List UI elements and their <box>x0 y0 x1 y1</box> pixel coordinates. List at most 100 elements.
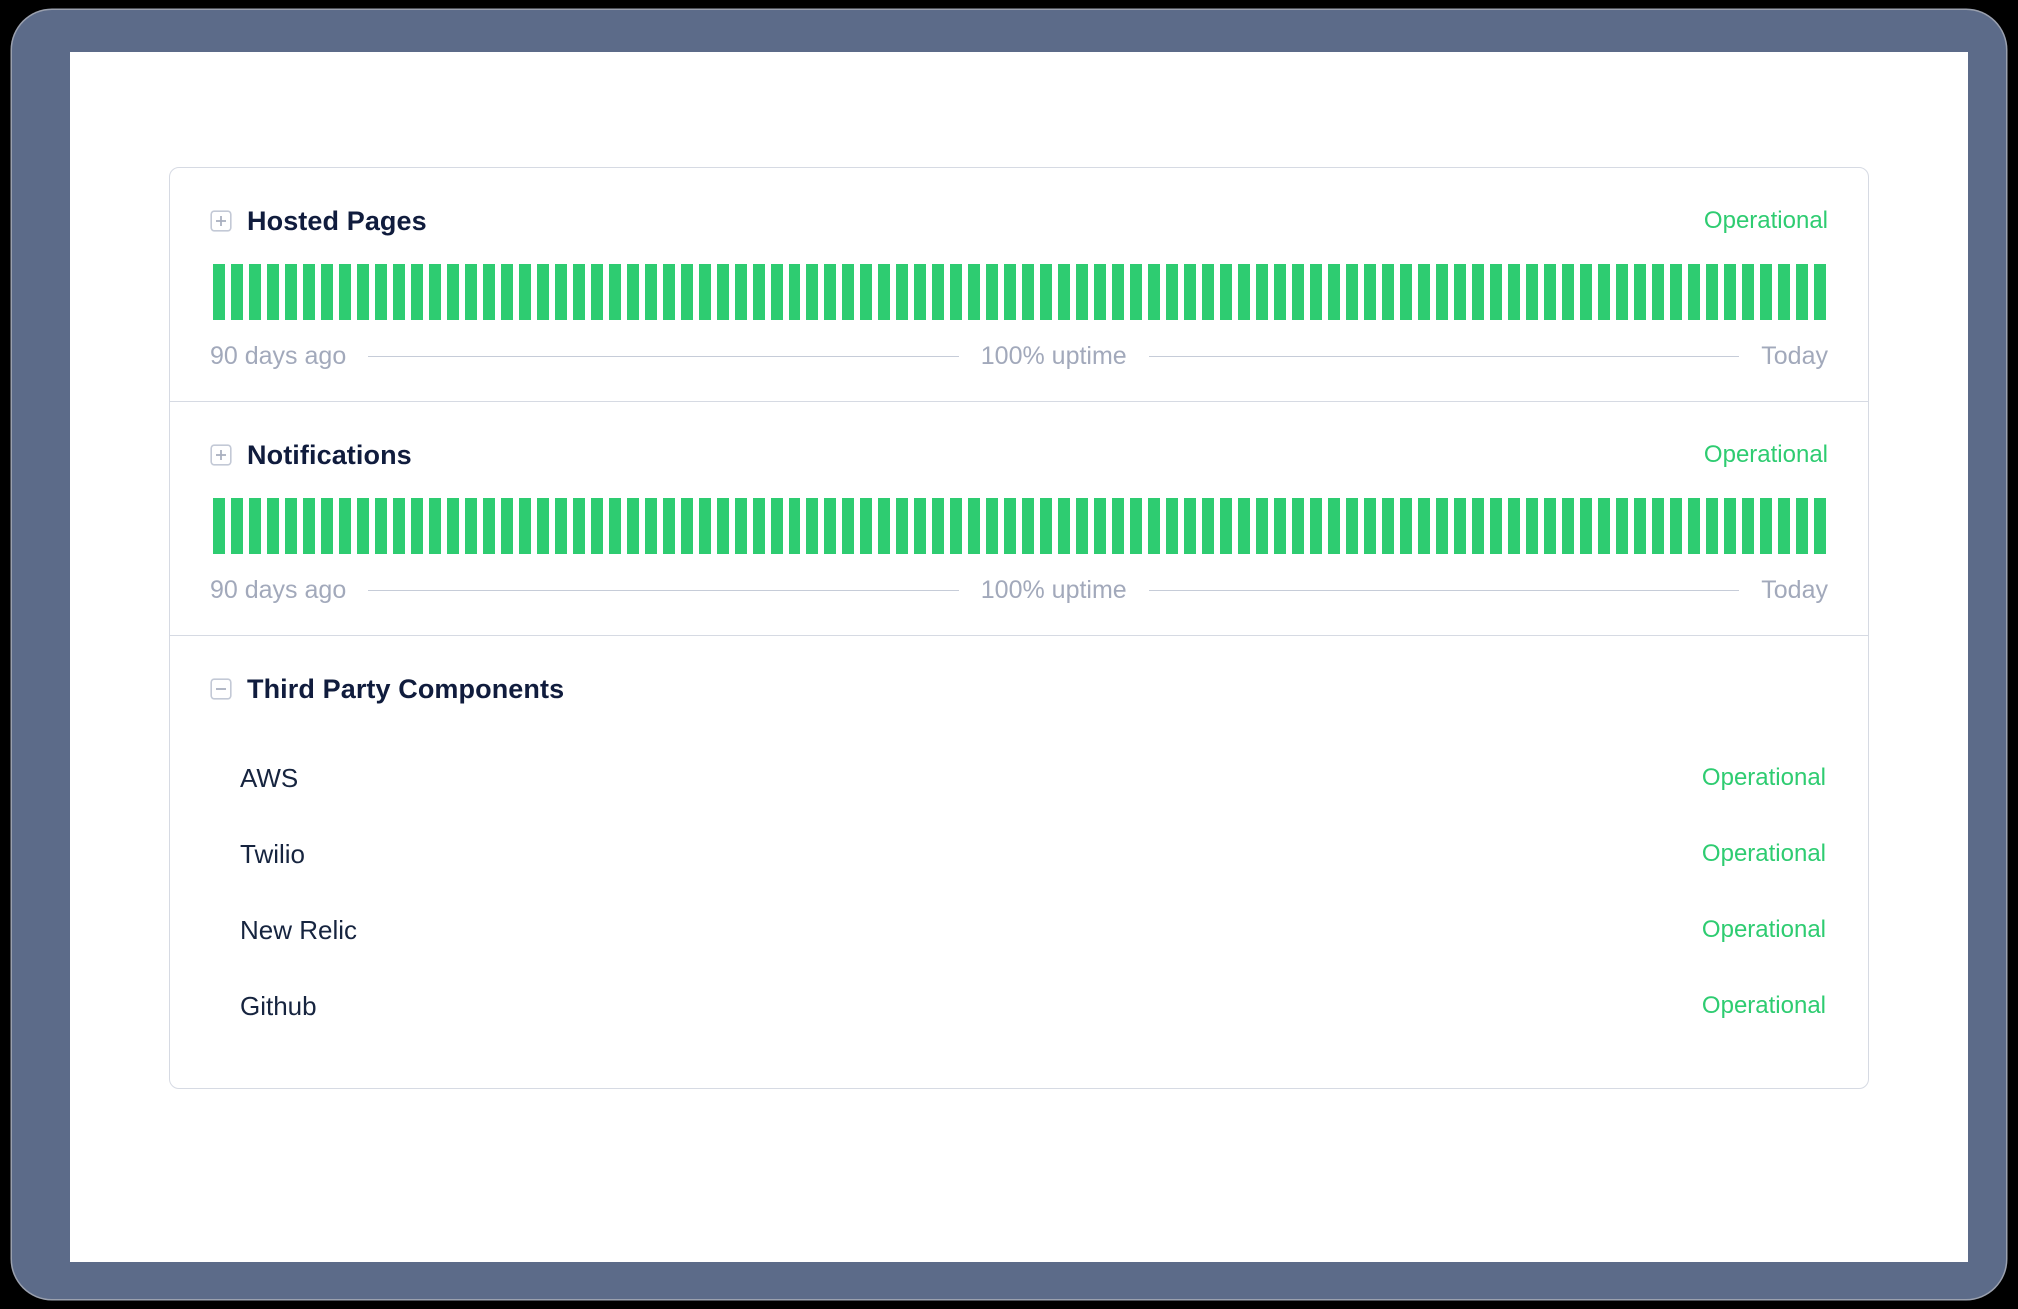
uptime-day-tick[interactable] <box>1307 498 1325 554</box>
uptime-day-tick[interactable] <box>1379 264 1397 320</box>
uptime-day-tick[interactable] <box>1163 498 1181 554</box>
uptime-day-tick[interactable] <box>228 264 246 320</box>
uptime-day-tick[interactable] <box>1217 498 1235 554</box>
uptime-day-tick[interactable] <box>1775 498 1793 554</box>
uptime-day-tick[interactable] <box>1775 264 1793 320</box>
uptime-day-tick[interactable] <box>821 498 839 554</box>
uptime-day-tick[interactable] <box>336 498 354 554</box>
uptime-day-tick[interactable] <box>803 498 821 554</box>
uptime-day-tick[interactable] <box>893 498 911 554</box>
uptime-day-tick[interactable] <box>552 264 570 320</box>
uptime-day-tick[interactable] <box>714 498 732 554</box>
uptime-day-tick[interactable] <box>1055 264 1073 320</box>
uptime-day-tick[interactable] <box>875 498 893 554</box>
uptime-day-tick[interactable] <box>210 498 228 554</box>
uptime-day-tick[interactable] <box>983 498 1001 554</box>
uptime-day-tick[interactable] <box>354 498 372 554</box>
uptime-day-tick[interactable] <box>1703 498 1721 554</box>
uptime-day-tick[interactable] <box>1505 498 1523 554</box>
uptime-day-tick[interactable] <box>426 264 444 320</box>
uptime-day-tick[interactable] <box>911 498 929 554</box>
uptime-day-tick[interactable] <box>1577 498 1595 554</box>
uptime-day-tick[interactable] <box>1541 264 1559 320</box>
uptime-day-tick[interactable] <box>1289 264 1307 320</box>
uptime-day-tick[interactable] <box>1379 498 1397 554</box>
uptime-day-tick[interactable] <box>282 264 300 320</box>
uptime-day-tick[interactable] <box>1325 264 1343 320</box>
uptime-day-tick[interactable] <box>1289 498 1307 554</box>
uptime-day-tick[interactable] <box>1109 498 1127 554</box>
uptime-day-tick[interactable] <box>1451 264 1469 320</box>
uptime-day-tick[interactable] <box>893 264 911 320</box>
uptime-day-tick[interactable] <box>1145 264 1163 320</box>
uptime-day-tick[interactable] <box>678 498 696 554</box>
uptime-day-tick[interactable] <box>1001 498 1019 554</box>
uptime-day-tick[interactable] <box>462 264 480 320</box>
uptime-day-tick[interactable] <box>1163 264 1181 320</box>
uptime-day-tick[interactable] <box>947 264 965 320</box>
uptime-day-tick[interactable] <box>1001 264 1019 320</box>
uptime-day-tick[interactable] <box>965 498 983 554</box>
group-title-wrap[interactable]: Third Party Components <box>210 674 564 705</box>
uptime-day-tick[interactable] <box>1361 264 1379 320</box>
uptime-day-tick[interactable] <box>857 498 875 554</box>
uptime-day-tick[interactable] <box>1415 498 1433 554</box>
subcomponent-row[interactable]: Twilio Operational <box>210 816 1828 892</box>
uptime-day-tick[interactable] <box>786 498 804 554</box>
uptime-day-tick[interactable] <box>696 498 714 554</box>
uptime-day-tick[interactable] <box>1685 498 1703 554</box>
uptime-day-tick[interactable] <box>1091 264 1109 320</box>
uptime-day-tick[interactable] <box>408 264 426 320</box>
uptime-day-tick[interactable] <box>570 264 588 320</box>
uptime-day-tick[interactable] <box>1469 498 1487 554</box>
group-header-notifications[interactable]: Notifications Operational <box>210 438 1828 472</box>
uptime-day-tick[interactable] <box>1199 498 1217 554</box>
uptime-day-tick[interactable] <box>300 498 318 554</box>
uptime-day-tick[interactable] <box>570 498 588 554</box>
uptime-day-tick[interactable] <box>1055 498 1073 554</box>
uptime-day-tick[interactable] <box>1721 498 1739 554</box>
uptime-day-tick[interactable] <box>516 498 534 554</box>
uptime-day-tick[interactable] <box>264 264 282 320</box>
uptime-day-tick[interactable] <box>642 264 660 320</box>
uptime-day-tick[interactable] <box>1811 498 1829 554</box>
uptime-day-tick[interactable] <box>750 264 768 320</box>
uptime-day-tick[interactable] <box>1307 264 1325 320</box>
uptime-day-tick[interactable] <box>1361 498 1379 554</box>
uptime-day-tick[interactable] <box>1595 264 1613 320</box>
uptime-day-tick[interactable] <box>516 264 534 320</box>
uptime-day-tick[interactable] <box>210 264 228 320</box>
uptime-day-tick[interactable] <box>444 498 462 554</box>
uptime-day-tick[interactable] <box>660 498 678 554</box>
uptime-day-tick[interactable] <box>1253 498 1271 554</box>
uptime-day-tick[interactable] <box>588 498 606 554</box>
uptime-day-tick[interactable] <box>1757 264 1775 320</box>
uptime-day-tick[interactable] <box>426 498 444 554</box>
uptime-day-tick[interactable] <box>444 264 462 320</box>
uptime-day-tick[interactable] <box>480 498 498 554</box>
uptime-day-tick[interactable] <box>1037 498 1055 554</box>
minus-square-icon[interactable] <box>210 678 232 700</box>
uptime-day-tick[interactable] <box>1397 264 1415 320</box>
uptime-day-tick[interactable] <box>1271 498 1289 554</box>
uptime-day-tick[interactable] <box>318 264 336 320</box>
uptime-day-tick[interactable] <box>803 264 821 320</box>
uptime-day-tick[interactable] <box>1127 498 1145 554</box>
uptime-day-tick[interactable] <box>1037 264 1055 320</box>
uptime-day-tick[interactable] <box>336 264 354 320</box>
uptime-day-tick[interactable] <box>1433 264 1451 320</box>
uptime-day-tick[interactable] <box>372 264 390 320</box>
uptime-day-tick[interactable] <box>678 264 696 320</box>
uptime-day-tick[interactable] <box>1559 264 1577 320</box>
uptime-day-tick[interactable] <box>1811 264 1829 320</box>
uptime-day-tick[interactable] <box>929 264 947 320</box>
uptime-day-tick[interactable] <box>1631 498 1649 554</box>
uptime-day-tick[interactable] <box>228 498 246 554</box>
uptime-day-tick[interactable] <box>300 264 318 320</box>
uptime-day-tick[interactable] <box>372 498 390 554</box>
group-header-third-party-components[interactable]: Third Party Components <box>210 672 1828 706</box>
uptime-day-tick[interactable] <box>1091 498 1109 554</box>
uptime-day-tick[interactable] <box>1487 498 1505 554</box>
uptime-day-tick[interactable] <box>696 264 714 320</box>
uptime-day-tick[interactable] <box>786 264 804 320</box>
